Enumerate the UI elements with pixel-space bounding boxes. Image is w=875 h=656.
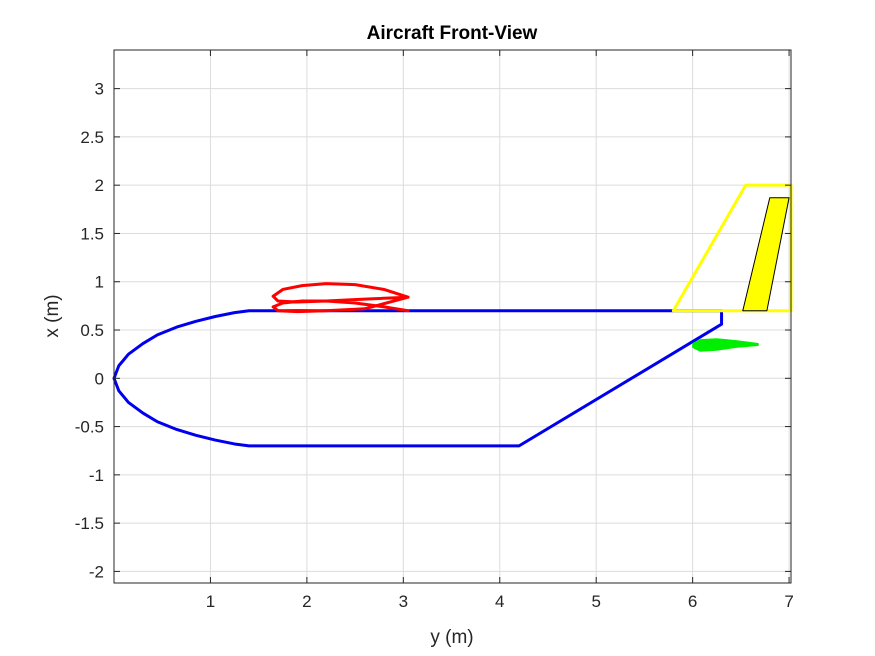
x-tick-label: 1 xyxy=(206,592,215,611)
x-axis-label: y (m) xyxy=(430,627,473,648)
rudder-shape xyxy=(742,197,790,312)
y-tick-label: -1 xyxy=(89,466,104,485)
x-tick-label: 6 xyxy=(688,592,697,611)
y-tick-label: -0.5 xyxy=(75,418,104,437)
wing-line xyxy=(271,282,410,314)
y-tick-label: 1.5 xyxy=(80,224,104,243)
horizontal_tail-shape xyxy=(692,338,759,352)
x-tick-label: 7 xyxy=(784,592,793,611)
y-tick-label: -1.5 xyxy=(75,514,104,533)
x-tick-label: 2 xyxy=(302,592,311,611)
grid xyxy=(114,50,791,583)
x-tick-label: 4 xyxy=(495,592,504,611)
y-tick-label: 2.5 xyxy=(80,128,104,147)
x-tick-label: 3 xyxy=(399,592,408,611)
x-tick-label: 5 xyxy=(591,592,600,611)
axes-box xyxy=(113,49,792,584)
y-tick-label: -2 xyxy=(89,562,104,581)
chart-title: Aircraft Front-View xyxy=(367,23,538,44)
series-layer xyxy=(112,183,793,448)
y-axis-label: x (m) xyxy=(42,294,63,337)
plot-background xyxy=(114,50,791,583)
y-tick-label: 3 xyxy=(95,80,104,99)
y-tick-label: 0 xyxy=(95,369,104,388)
ticks: 1 2 3 4 5 6 7 -2 -1.5 -1 -0.5 0 0.5 1 1.5 2 2.5 3 xyxy=(75,50,794,611)
y-tick-label: 0.5 xyxy=(80,321,104,340)
y-tick-label: 2 xyxy=(95,176,104,195)
y-tick-label: 1 xyxy=(95,273,104,292)
fuselage-line xyxy=(112,309,724,448)
